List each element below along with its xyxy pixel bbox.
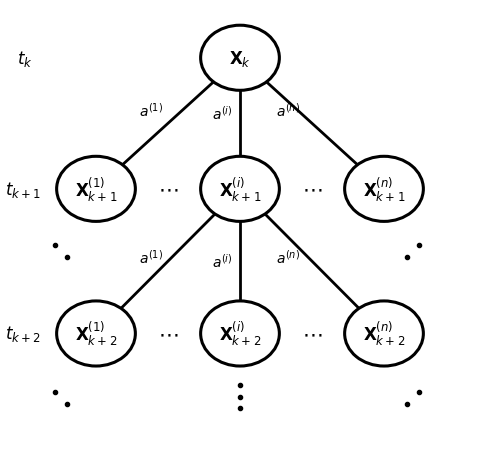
Text: $t_{k+2}$: $t_{k+2}$ (5, 324, 41, 344)
Text: $\mathbf{X}_{k+2}^{(i)}$: $\mathbf{X}_{k+2}^{(i)}$ (219, 320, 261, 347)
Ellipse shape (201, 157, 279, 222)
Ellipse shape (345, 157, 423, 222)
Text: $\mathbf{X}_{k+1}^{(n)}$: $\mathbf{X}_{k+1}^{(n)}$ (363, 176, 405, 203)
Text: $a^{(n)}$: $a^{(n)}$ (276, 101, 300, 119)
Ellipse shape (57, 301, 135, 366)
Ellipse shape (57, 157, 135, 222)
Text: $\mathbf{X}_{k+2}^{(1)}$: $\mathbf{X}_{k+2}^{(1)}$ (75, 320, 117, 347)
Text: $\cdots$: $\cdots$ (302, 179, 322, 199)
Text: $\mathbf{X}_k$: $\mathbf{X}_k$ (229, 49, 251, 69)
Text: $a^{(1)}$: $a^{(1)}$ (139, 248, 163, 266)
Text: $a^{(1)}$: $a^{(1)}$ (139, 101, 163, 119)
Text: $\cdots$: $\cdots$ (158, 179, 178, 199)
Ellipse shape (201, 301, 279, 366)
Text: $\mathbf{X}_{k+1}^{(1)}$: $\mathbf{X}_{k+1}^{(1)}$ (75, 176, 117, 203)
Text: $a^{(n)}$: $a^{(n)}$ (276, 248, 300, 266)
Text: $\mathbf{X}_{k+2}^{(n)}$: $\mathbf{X}_{k+2}^{(n)}$ (363, 320, 405, 347)
Text: $a^{(i)}$: $a^{(i)}$ (212, 253, 232, 271)
Text: $\cdots$: $\cdots$ (158, 324, 178, 344)
Ellipse shape (345, 301, 423, 366)
Ellipse shape (201, 26, 279, 91)
Text: $t_k$: $t_k$ (17, 49, 33, 69)
Text: $\cdots$: $\cdots$ (302, 324, 322, 344)
Text: $a^{(i)}$: $a^{(i)}$ (212, 105, 232, 123)
Text: $\mathbf{X}_{k+1}^{(i)}$: $\mathbf{X}_{k+1}^{(i)}$ (219, 176, 261, 203)
Text: $t_{k+1}$: $t_{k+1}$ (5, 179, 41, 199)
